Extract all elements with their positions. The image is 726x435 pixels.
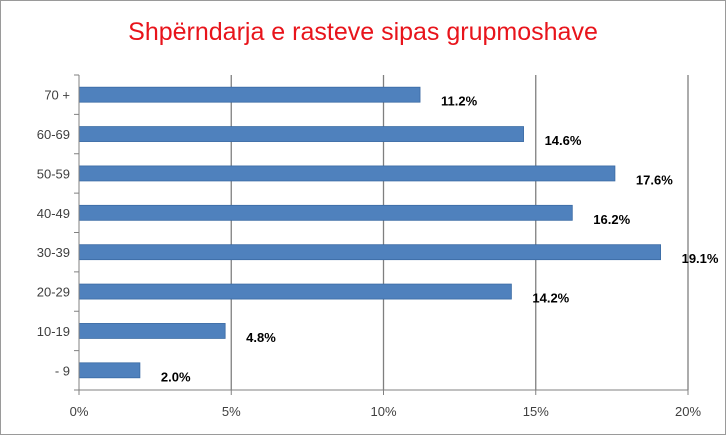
data-label: 19.1% <box>682 251 719 266</box>
bar <box>78 165 616 182</box>
bar <box>78 244 661 261</box>
gridlines <box>230 75 689 390</box>
category-label: 30-39 <box>37 245 70 260</box>
bar <box>78 283 512 300</box>
x-tick-label: 5% <box>222 404 241 419</box>
category-label: 70 + <box>44 88 70 103</box>
data-label: 17.6% <box>636 172 673 187</box>
data-label: 2.0% <box>161 369 191 384</box>
x-tick-label: 0% <box>70 404 89 419</box>
bar <box>78 126 524 142</box>
x-tick-label: 10% <box>370 404 396 419</box>
axes <box>74 74 689 395</box>
data-label: 14.2% <box>532 291 569 306</box>
data-label: 11.2% <box>441 94 478 109</box>
category-label: 10-19 <box>37 324 70 339</box>
x-tick-label: 20% <box>675 404 701 419</box>
category-label: 60-69 <box>37 127 70 142</box>
bar <box>78 204 573 221</box>
data-label: 4.8% <box>246 330 276 345</box>
chart-title: Shpërndarja e rasteve sipas grupmoshave <box>128 18 598 46</box>
category-label: 20-29 <box>37 285 70 300</box>
x-tick-label: 15% <box>523 404 549 419</box>
bar <box>78 323 226 339</box>
bar <box>78 362 141 379</box>
labels: 0% 5% 10% 15% 20% 70 + 11.2% 60-69 14.6% 50-59 17.… <box>37 88 719 419</box>
data-label: 16.2% <box>593 212 630 227</box>
bars <box>78 86 661 379</box>
category-label: 50-59 <box>37 166 70 181</box>
category-label: 40-49 <box>37 206 70 221</box>
category-label: - 9 <box>55 363 70 378</box>
bar <box>78 86 421 103</box>
data-label: 14.6% <box>545 133 582 148</box>
